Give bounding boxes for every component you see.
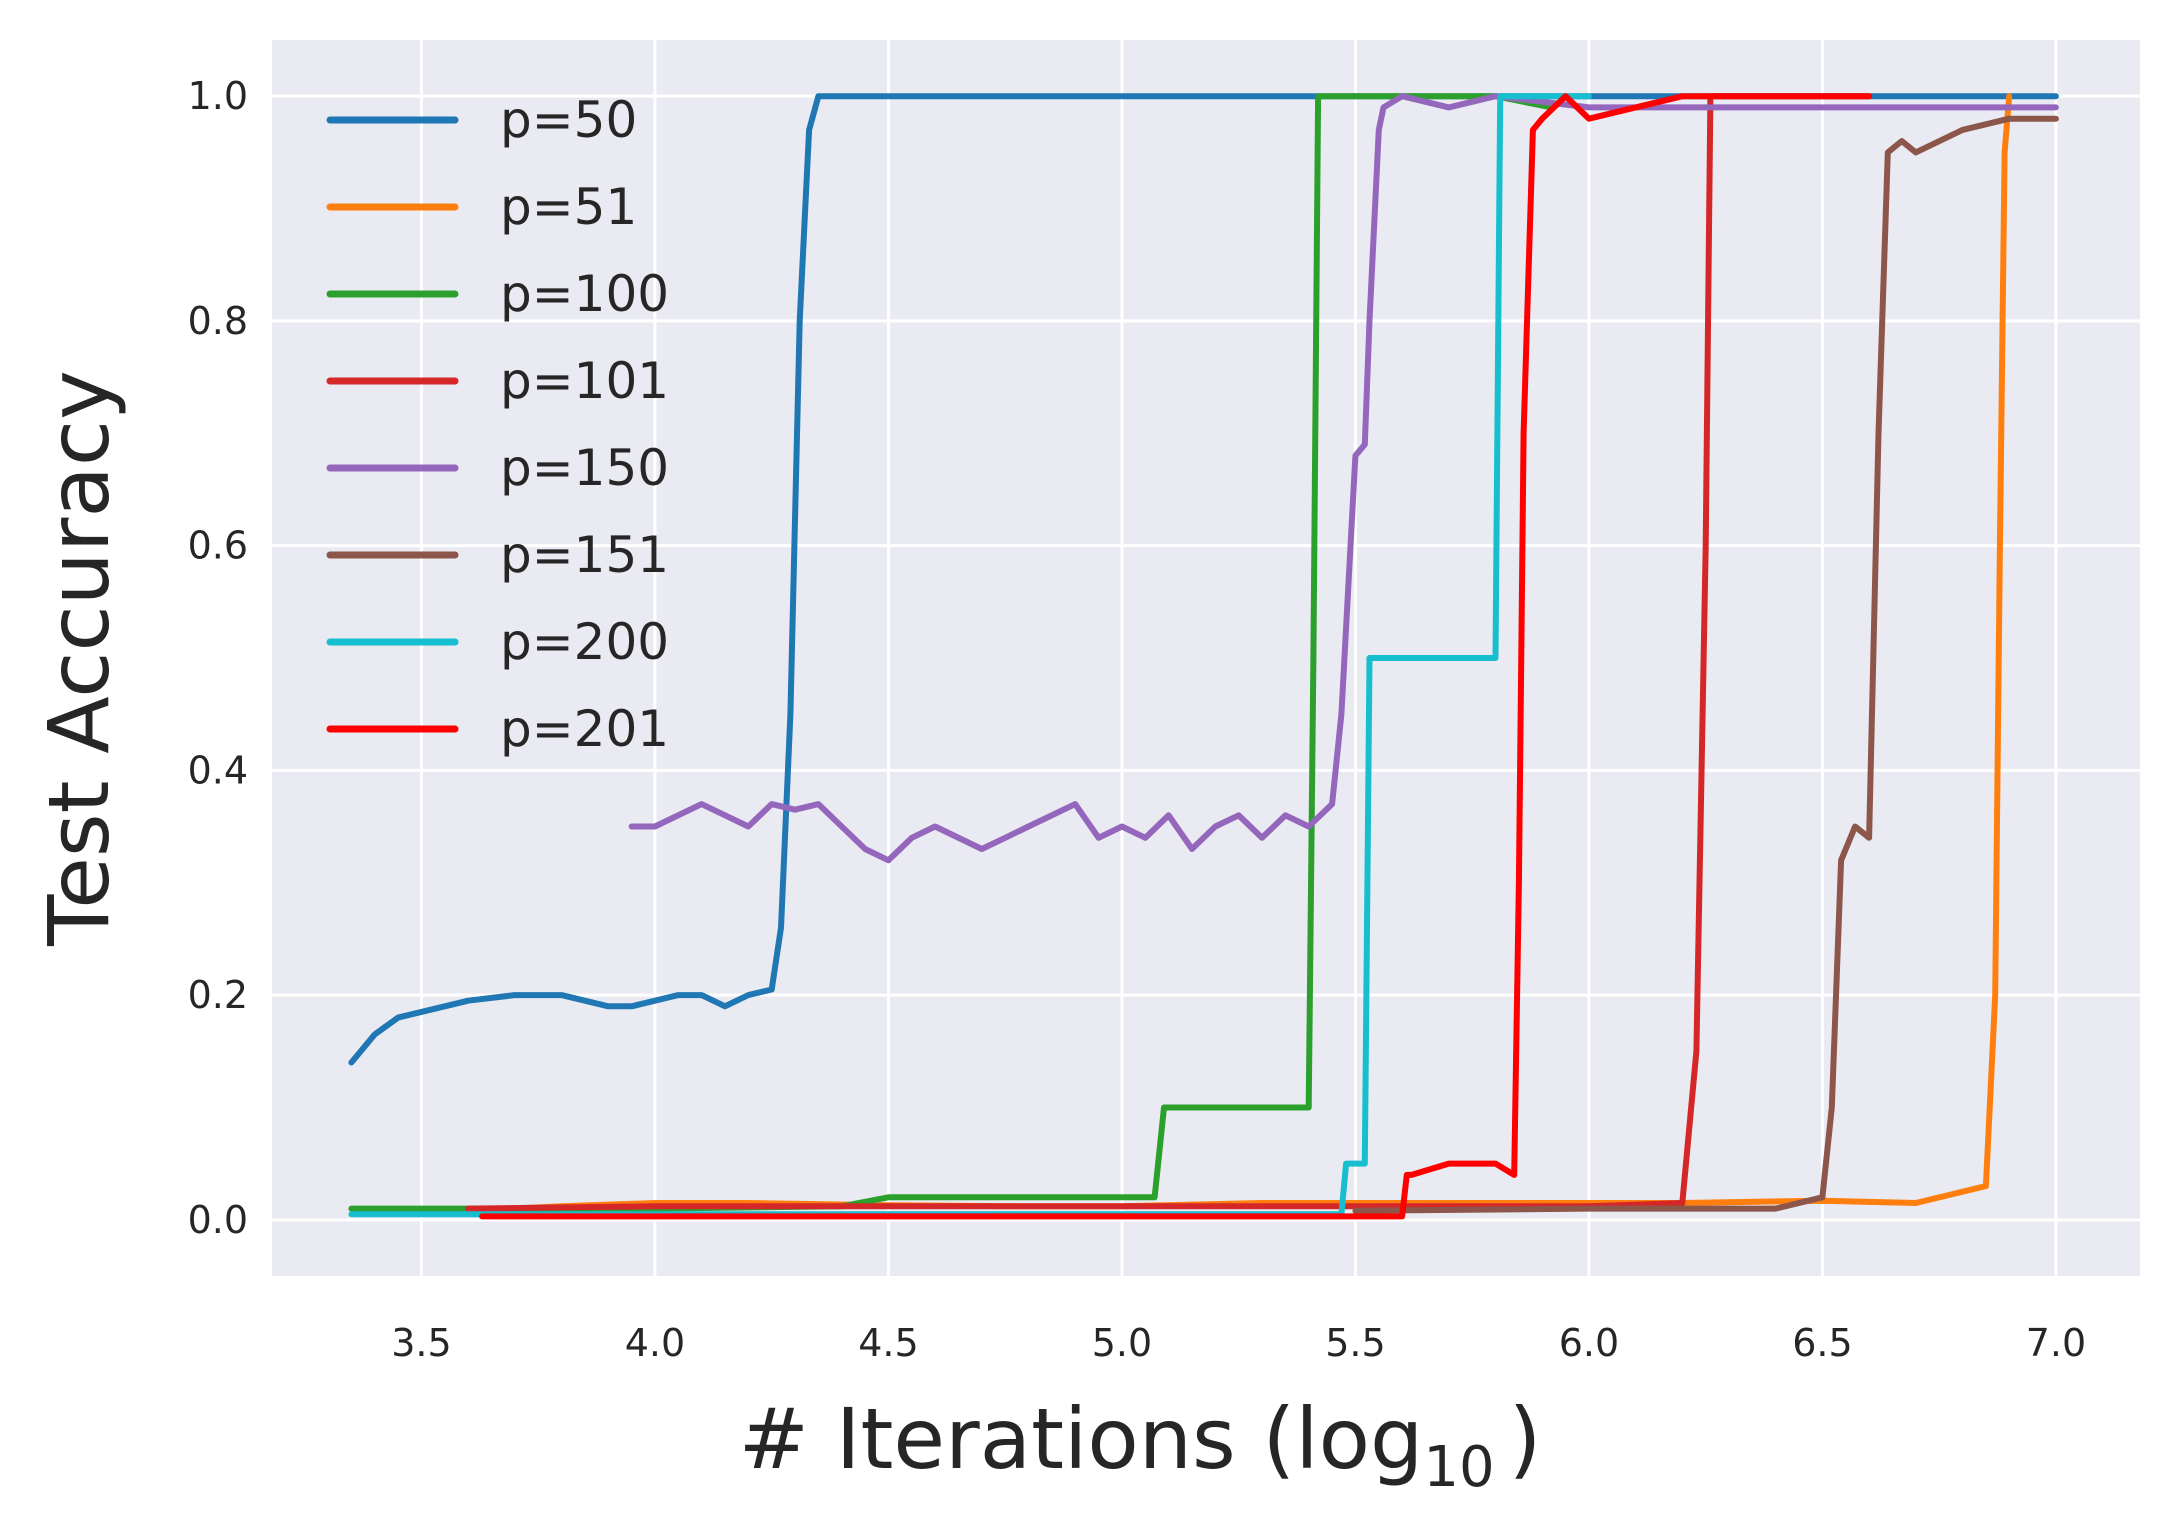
y-axis-title: Test Accuracy bbox=[30, 370, 128, 947]
y-tick-label: 1.0 bbox=[188, 74, 248, 118]
series-lines bbox=[348, 93, 2059, 1220]
y-tick-label: 0.4 bbox=[188, 748, 248, 792]
legend-label: p=51 bbox=[500, 178, 637, 236]
x-tick-label: 3.5 bbox=[391, 1321, 451, 1365]
y-tick-label: 0.8 bbox=[188, 299, 248, 343]
legend-label: p=150 bbox=[500, 439, 669, 497]
x-tick-label: 6.5 bbox=[1792, 1321, 1852, 1365]
x-tick-label: 7.0 bbox=[2026, 1321, 2086, 1365]
x-axis-title-main: # Iterations (log bbox=[739, 1390, 1424, 1488]
x-axis-ticks: 3.5 4.0 4.5 5.0 5.5 6.0 6.5 7.0 bbox=[391, 1321, 2086, 1365]
x-tick-label: 4.0 bbox=[625, 1321, 685, 1365]
series-line-p-51 bbox=[465, 93, 2013, 1214]
x-tick-label: 5.0 bbox=[1092, 1321, 1152, 1365]
x-tick-label: 6.0 bbox=[1559, 1321, 1619, 1365]
legend-label: p=100 bbox=[500, 265, 669, 323]
y-tick-label: 0.2 bbox=[188, 973, 248, 1017]
y-tick-label: 0.6 bbox=[188, 524, 248, 568]
legend-label: p=50 bbox=[500, 91, 637, 149]
series-line-p-150 bbox=[628, 93, 2059, 864]
plot-area bbox=[272, 40, 2140, 1276]
series-line-p-201 bbox=[479, 93, 1873, 1220]
series-line-p-50 bbox=[348, 93, 2059, 1066]
legend-label: p=200 bbox=[500, 613, 669, 671]
x-axis-title-subscript: 10 bbox=[1423, 1435, 1494, 1500]
series-line-p-151 bbox=[1352, 115, 2059, 1214]
legend-label: p=201 bbox=[500, 700, 669, 758]
legend-label: p=101 bbox=[500, 352, 669, 410]
x-tick-label: 4.5 bbox=[858, 1321, 918, 1365]
x-axis-title-close: ) bbox=[1509, 1390, 1542, 1488]
y-tick-label: 0.0 bbox=[188, 1198, 248, 1242]
x-axis-title: # Iterations (log10) bbox=[739, 1390, 1542, 1500]
legend-label: p=151 bbox=[500, 526, 669, 584]
y-axis-ticks: 0.0 0.2 0.4 0.6 0.8 1.0 bbox=[188, 74, 248, 1242]
legend: p=50 p=51 p=100 p=101 p=150 p=151 p=200 p=201 bbox=[326, 91, 669, 758]
x-tick-label: 5.5 bbox=[1325, 1321, 1385, 1365]
